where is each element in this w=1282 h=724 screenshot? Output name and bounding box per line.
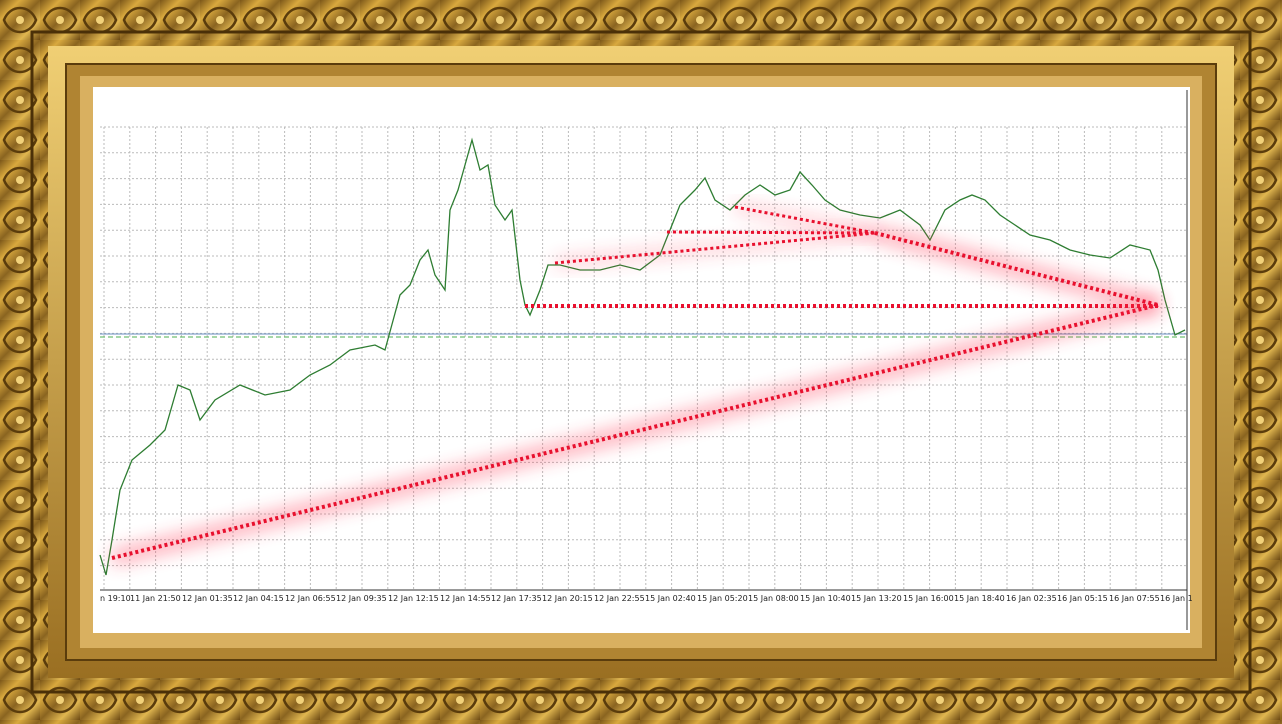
x-label: 16 Jan 07:55 — [1109, 594, 1160, 603]
price-series — [99, 137, 1186, 576]
x-label: 15 Jan 13:20 — [851, 594, 902, 603]
x-label: 15 Jan 02:40 — [645, 594, 696, 603]
x-label: 15 Jan 16:00 — [903, 594, 954, 603]
x-label: 12 Jan 22:55 — [594, 594, 645, 603]
x-label: 12 Jan 06:55 — [285, 594, 336, 603]
arrow — [111, 303, 1159, 560]
x-label: 15 Jan 05:20 — [697, 594, 748, 603]
x-label: 12 Jan 17:35 — [491, 594, 542, 603]
x-label: 12 Jan 12:15 — [388, 594, 439, 603]
x-label: 12 Jan 04:15 — [233, 594, 284, 603]
x-label: 15 Jan 18:40 — [954, 594, 1005, 603]
frame-groove — [30, 30, 1252, 694]
arrow-glow — [554, 230, 876, 266]
arrow — [666, 230, 876, 235]
arrow — [874, 231, 1159, 307]
x-label: 16 Jan 1 — [1160, 594, 1193, 603]
arrows — [110, 204, 1160, 565]
x-label: 16 Jan 02:35 — [1006, 594, 1057, 603]
x-label: 12 Jan 14:55 — [440, 594, 491, 603]
x-label: 12 Jan 01:35 — [182, 594, 233, 603]
x-labels: n 19:10 11 Jan 21:50 12 Jan 01:35 12 Jan 04… — [100, 594, 1193, 603]
x-label: 15 Jan 10:40 — [800, 594, 851, 603]
x-label: 12 Jan 20:15 — [542, 594, 593, 603]
x-label: n 19:10 — [100, 594, 131, 603]
x-label: 11 Jan 21:50 — [130, 594, 181, 603]
x-label: 15 Jan 08:00 — [748, 594, 799, 603]
grid — [100, 126, 1187, 590]
x-label: 16 Jan 05:15 — [1057, 594, 1108, 603]
arrow-glow — [734, 204, 876, 236]
x-label: 12 Jan 09:35 — [336, 594, 387, 603]
chart-canvas — [93, 87, 1190, 633]
